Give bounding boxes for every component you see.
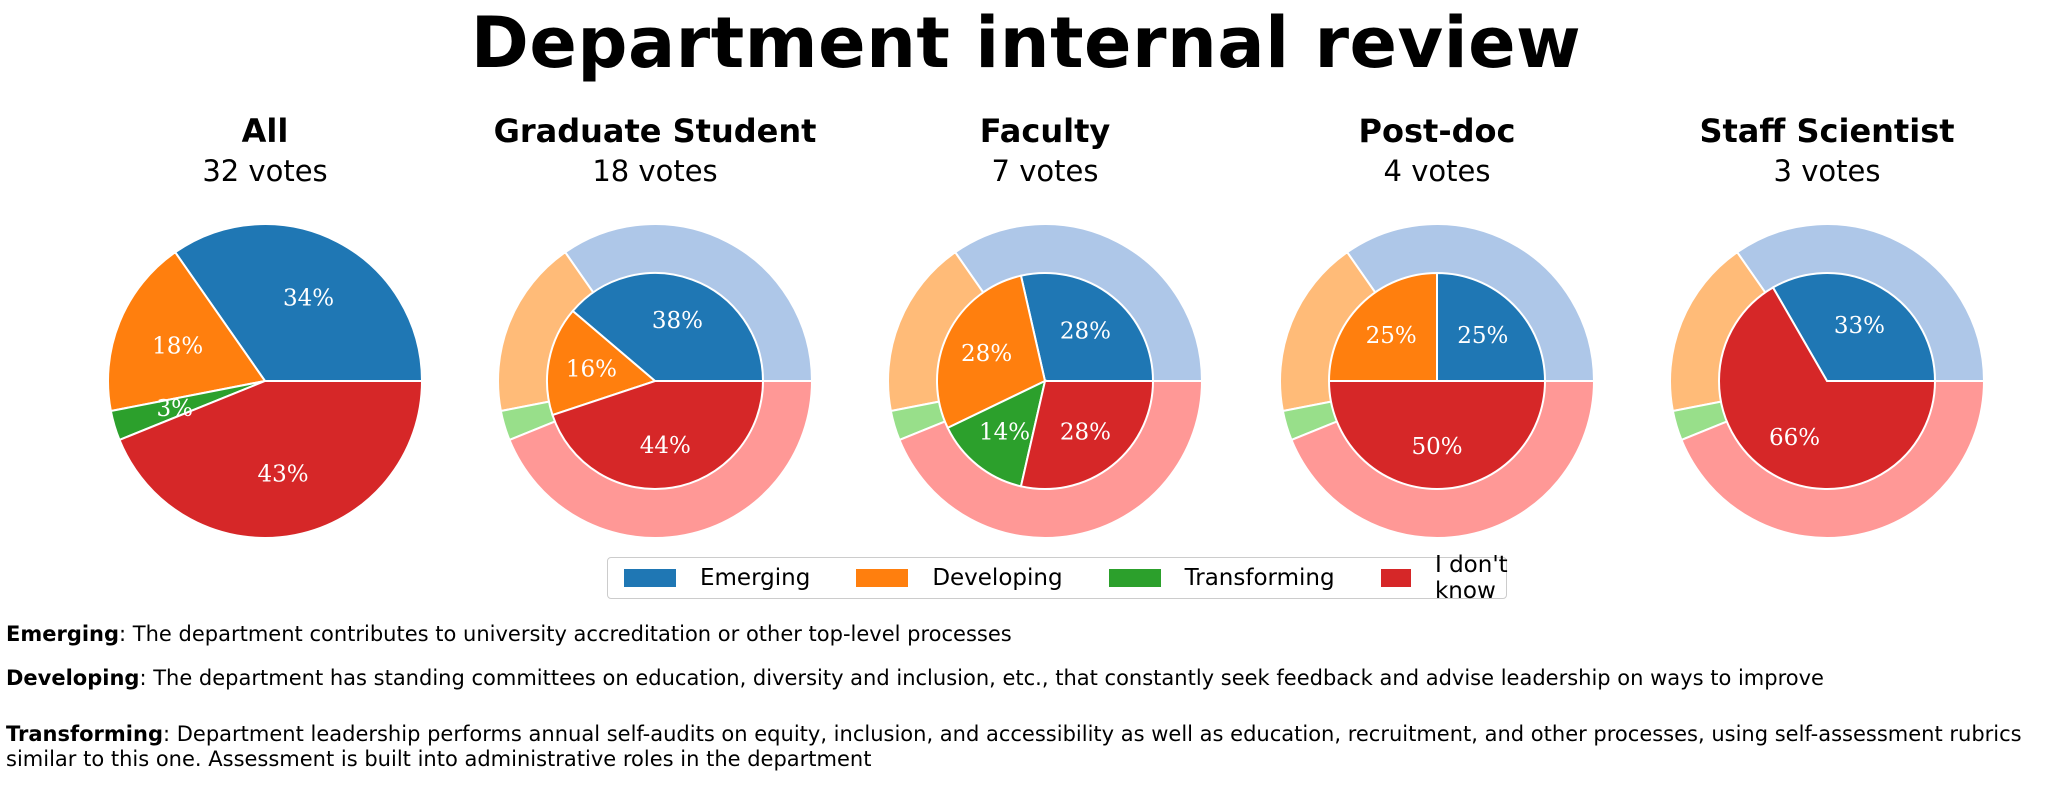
pie-label-i-don-t-know: 44% xyxy=(640,433,691,459)
legend-label: Transforming xyxy=(1184,565,1335,591)
definition-emerging: Emerging: The department contributes to … xyxy=(6,622,2050,647)
pie-label-i-don-t-know: 50% xyxy=(1411,434,1462,460)
definition-text: : The department has standing committees… xyxy=(139,666,1824,690)
legend-label: Developing xyxy=(932,565,1063,591)
legend-label: I don't know xyxy=(1434,552,1508,604)
pie-wedge-i-don-t-know xyxy=(551,380,765,490)
chart-title: Faculty xyxy=(980,112,1111,150)
pie-wedge-emerging xyxy=(173,223,424,382)
chart-votes: 18 votes xyxy=(592,154,717,188)
legend-swatch-transforming xyxy=(1108,569,1161,587)
definition-text: : The department contributes to universi… xyxy=(119,622,1012,646)
definition-developing: Developing: The department has standing … xyxy=(6,666,2050,691)
pie-label-emerging: 38% xyxy=(652,308,703,334)
pie-label-developing: 28% xyxy=(961,341,1012,367)
charts-area: All 32 votes 34% 18% 3% 43% Graduate Student 18… xyxy=(107,112,1986,540)
definition-term: Emerging xyxy=(6,622,120,646)
pie-chart-graduate-student: Graduate Student 18 votes 38% 16% 44% xyxy=(494,112,817,539)
legend-item-idontknow: I don't know xyxy=(1375,552,1518,604)
legend-label: Emerging xyxy=(700,565,811,591)
legend-swatch-developing xyxy=(856,569,909,587)
pie-label-developing: 18% xyxy=(152,334,203,360)
legend-swatch-idontknow xyxy=(1380,569,1411,587)
page-title: Department internal review xyxy=(470,2,1582,84)
pie-label-developing: 16% xyxy=(566,357,617,383)
chart-title: Graduate Student xyxy=(494,112,817,150)
pie-label-i-don-t-know: 43% xyxy=(257,461,308,487)
pie-wedge-i-don-t-know xyxy=(118,380,424,539)
pie-label-emerging: 34% xyxy=(283,285,334,311)
pie-wedge-developing xyxy=(1327,271,1438,382)
legend-item-transforming: Transforming xyxy=(1103,565,1335,591)
pie-chart-all: All 32 votes 34% 18% 3% 43% xyxy=(107,112,424,539)
pie-chart-post-doc: Post-doc 4 votes 25% 25% 50% xyxy=(1279,112,1596,540)
pie-wedge-emerging xyxy=(571,272,765,382)
legend: Emerging Developing Transforming I don't… xyxy=(607,552,1508,604)
pie-label-developing: 25% xyxy=(1366,323,1417,349)
pie-chart-staff-scientist: Staff Scientist 3 votes 33% 66% xyxy=(1669,112,1986,540)
pie-chart-faculty: Faculty 7 votes 28% 28% 14% 28% xyxy=(887,112,1204,539)
chart-votes: 4 votes xyxy=(1384,154,1491,188)
pie-wedge-developing xyxy=(107,250,267,413)
definition-term: Transforming xyxy=(6,722,163,746)
chart-votes: 32 votes xyxy=(202,154,327,188)
chart-title: All xyxy=(242,112,289,150)
pie-wedge-emerging xyxy=(1771,272,1937,382)
pie-wedge-transforming xyxy=(946,379,1047,488)
pie-wedge-developing xyxy=(936,274,1047,430)
pie-wedge-emerging xyxy=(1436,271,1547,382)
pie-label-emerging: 25% xyxy=(1457,323,1508,349)
pie-label-transforming: 3% xyxy=(156,396,193,422)
pie-label-emerging: 28% xyxy=(1060,318,1111,344)
pie-label-emerging: 33% xyxy=(1834,313,1885,339)
definition-term: Developing xyxy=(6,666,140,690)
chart-votes: 7 votes xyxy=(992,154,1099,188)
chart-votes: 3 votes xyxy=(1774,154,1881,188)
definition-transforming: Transforming: Department leadership perf… xyxy=(6,722,2050,772)
legend-item-emerging: Emerging xyxy=(618,565,810,591)
pie-wedge-emerging xyxy=(1019,272,1155,382)
pie-label-transforming: 14% xyxy=(979,420,1030,446)
pie-label-i-don-t-know: 66% xyxy=(1769,425,1820,451)
chart-title: Staff Scientist xyxy=(1699,112,1954,150)
pie-wedge-i-don-t-know xyxy=(1718,286,1937,490)
legend-swatch-emerging xyxy=(624,569,676,587)
pie-wedge-i-don-t-know xyxy=(1327,380,1547,490)
chart-title: Post-doc xyxy=(1359,112,1516,150)
pie-label-i-don-t-know: 28% xyxy=(1060,420,1111,446)
pie-wedge-i-don-t-know xyxy=(1019,380,1155,490)
legend-item-developing: Developing xyxy=(850,565,1063,591)
definition-text: : Department leadership performs annual … xyxy=(6,722,2022,771)
